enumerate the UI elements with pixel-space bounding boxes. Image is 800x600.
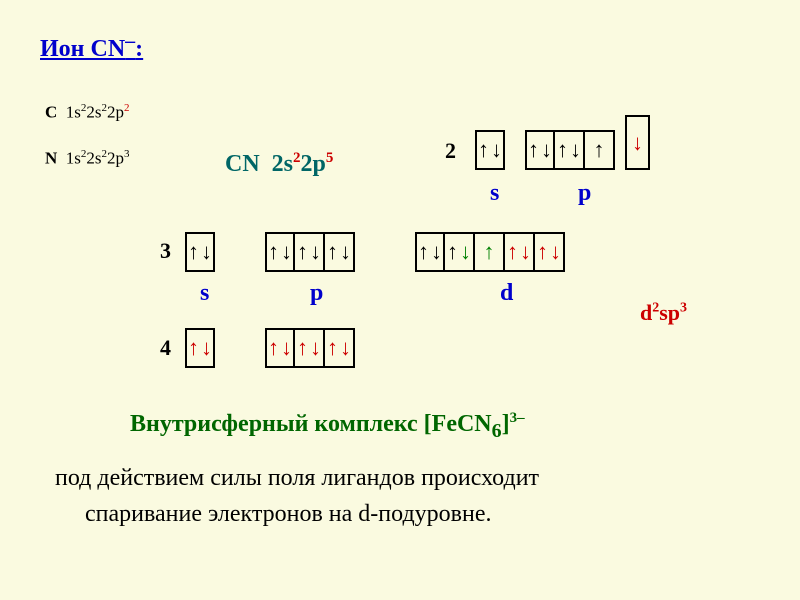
cn-config: CN 2s22p5 xyxy=(225,150,333,178)
description-text: под действием силы поля лигандов происхо… xyxy=(55,460,539,532)
ion-title: Ион CN–: xyxy=(40,30,143,63)
hybridization-label: d2sp3 xyxy=(640,300,687,326)
complex-name: Внутрисферный комплекс [FeCN6]3– xyxy=(130,410,525,443)
